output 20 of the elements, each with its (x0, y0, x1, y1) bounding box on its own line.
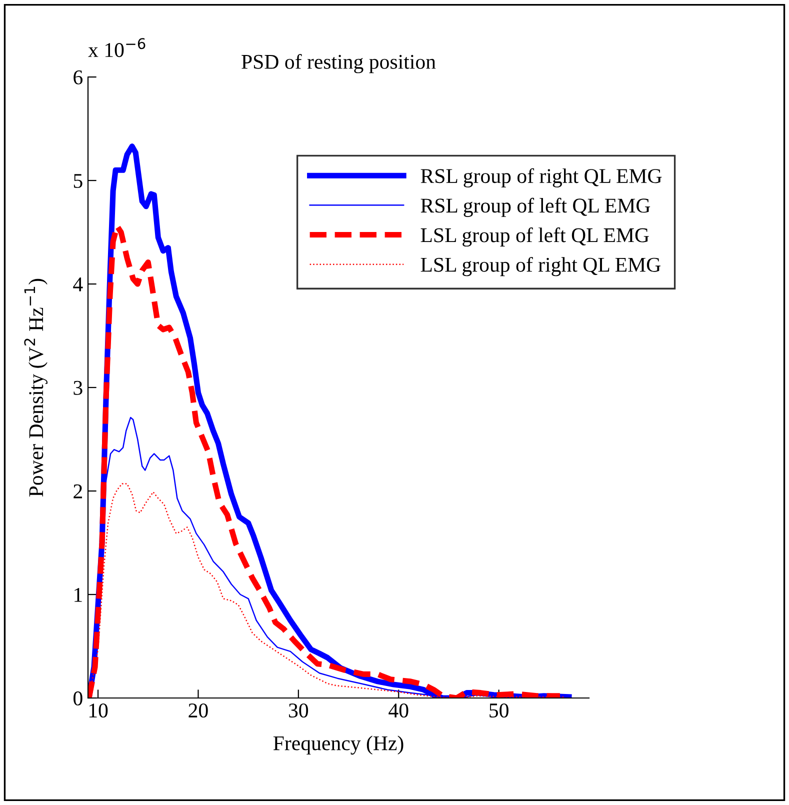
chart-title: PSD of resting position (242, 54, 436, 74)
y-axis-title: Power Density (V$^{2}$ Hz$^{−1}$) (24, 278, 48, 497)
y-tick-label: 6 (74, 70, 83, 84)
legend-label: RSL group of left QL EMG (420, 198, 650, 217)
y-tick-label: 0 (74, 691, 82, 706)
x-axis-title: Frequency (Hz) (273, 736, 404, 755)
legend-label: LSL group of left QL EMG (420, 227, 649, 247)
legend-label: RSL group of right QL EMG (420, 168, 662, 188)
y-tick-label: 4 (73, 278, 83, 292)
y-tick-label: 5 (74, 174, 82, 188)
y-tick-label: 2 (74, 484, 82, 498)
x-tick-label: 20 (188, 703, 208, 718)
x-tick-label: 30 (289, 703, 308, 718)
legend-label: LSL group of right QL EMG (420, 256, 660, 276)
y-tick-label: 3 (74, 380, 82, 395)
x-tick-label: 40 (388, 703, 408, 718)
x-tick-label: 10 (89, 703, 108, 718)
y-tick-label: 1 (74, 588, 82, 602)
x-tick-label: 50 (490, 703, 508, 718)
text: x 10$^{−6}$ (88, 38, 146, 58)
